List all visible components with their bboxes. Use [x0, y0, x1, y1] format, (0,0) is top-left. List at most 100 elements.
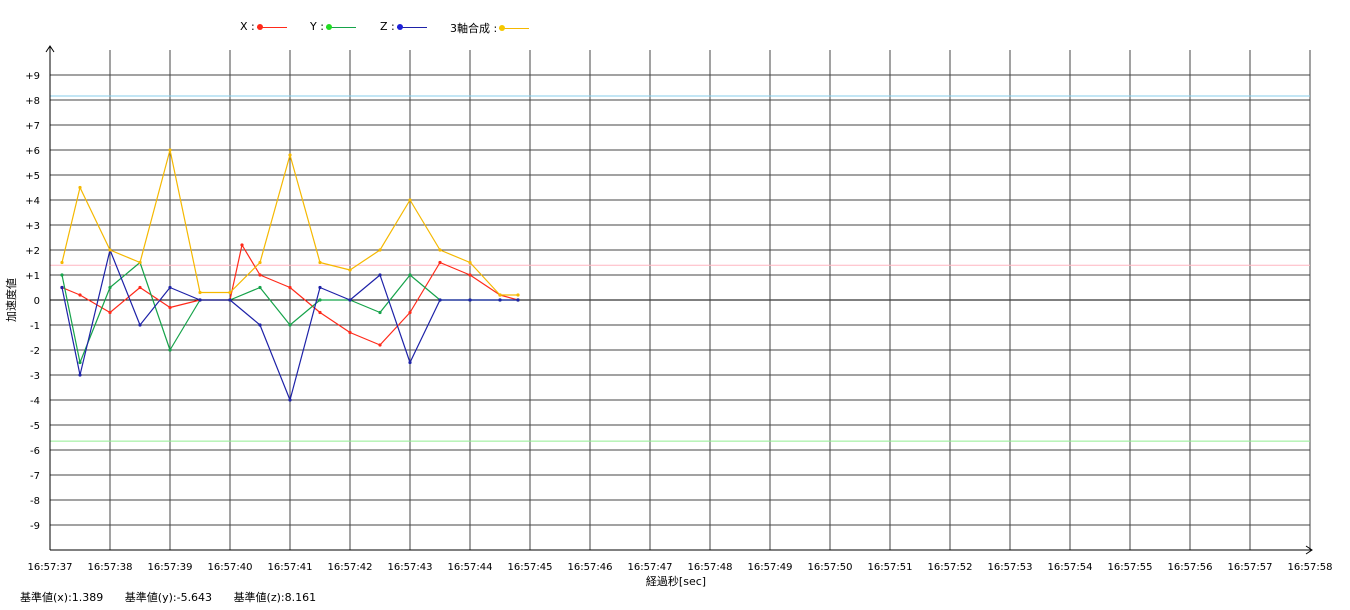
- legend-label-composite: 3軸合成 :: [450, 22, 498, 35]
- series-point-3: [228, 290, 232, 295]
- series-point-2: [228, 298, 232, 302]
- series-point-2: [138, 323, 142, 327]
- x-tick-label: 16:57:57: [1228, 562, 1273, 573]
- series-point-3: [408, 198, 412, 202]
- y-tick-label: +2: [25, 246, 40, 257]
- series-point-2: [168, 285, 172, 290]
- series-point-1: [60, 273, 64, 277]
- series-point-3: [60, 260, 64, 265]
- series-point-1: [258, 285, 262, 290]
- x-tick-label: 16:57:40: [208, 562, 253, 573]
- series-point-0: [168, 305, 172, 310]
- y-tick-label: +4: [25, 196, 40, 207]
- y-tick-label: -6: [30, 446, 40, 457]
- y-tick-label: +1: [25, 271, 40, 282]
- series-point-0: [108, 310, 112, 315]
- x-tick-label: 16:57:41: [268, 562, 313, 573]
- y-tick-label: -3: [30, 371, 40, 382]
- x-tick-label: 16:57:50: [808, 562, 853, 573]
- y-tick-label: +6: [25, 146, 40, 157]
- series-point-1: [378, 310, 382, 315]
- legend-label-y: Y :: [310, 20, 324, 33]
- legend-item-z: Z :: [380, 20, 427, 33]
- axes: [45, 45, 1313, 555]
- series-point-1: [108, 285, 112, 290]
- y-tick-label: -8: [30, 496, 40, 507]
- series-point-3: [168, 148, 172, 152]
- series-point-2: [348, 298, 352, 302]
- x-tick-label: 16:57:54: [1048, 562, 1093, 573]
- reference-lines: [50, 95, 1310, 442]
- series-point-0: [468, 273, 472, 277]
- legend-swatch-y: [325, 21, 356, 33]
- grid-lines: [49, 50, 1311, 550]
- series-point-3: [378, 248, 382, 252]
- series-point-0: [138, 285, 142, 290]
- y-tick-label: +5: [25, 171, 40, 182]
- y-tick-labels: +9 +8 +7 +6 +5 +4 +3 +2 +1 0 -1 -2 -3 -4 -5 -6 -7 -8 -9: [25, 71, 40, 532]
- legend-item-y: Y :: [310, 20, 356, 33]
- x-tick-label: 16:57:46: [568, 562, 613, 573]
- y-tick-label: -9: [30, 521, 40, 532]
- series-point-0: [240, 243, 244, 247]
- series-point-0: [408, 310, 412, 315]
- y-axis-arrow: [45, 45, 55, 53]
- series-point-2: [378, 273, 382, 277]
- legend-item-composite: 3軸合成 :: [450, 20, 530, 36]
- series-point-0: [318, 310, 322, 315]
- legend-item-x: X :: [240, 20, 287, 33]
- y-axis-label: 加速度値: [4, 278, 18, 322]
- series-point-1: [78, 360, 82, 365]
- series-point-3: [108, 248, 112, 252]
- data-series: [60, 148, 520, 402]
- legend-swatch-z: [396, 21, 427, 33]
- x-tick-label: 16:57:48: [688, 562, 733, 573]
- x-tick-label: 16:57:56: [1168, 562, 1213, 573]
- y-tick-label: +8: [25, 96, 40, 107]
- series-point-0: [378, 343, 382, 347]
- series-point-3: [258, 260, 262, 265]
- series-point-1: [288, 323, 292, 327]
- legend: X : Y : Z : 3軸合成 :: [0, 20, 1350, 40]
- x-tick-label: 16:57:45: [508, 562, 553, 573]
- series-point-3: [138, 260, 142, 265]
- baseline-x: 基準値(x):1.389: [20, 591, 104, 604]
- y-tick-label: 0: [34, 296, 40, 307]
- series-point-3: [468, 260, 472, 265]
- series-point-2: [288, 398, 292, 402]
- x-axis-label: 経過秒[sec]: [646, 574, 706, 588]
- baseline-y: 基準値(y):-5.643: [124, 591, 213, 604]
- series-point-2: [408, 360, 412, 365]
- series-point-3: [516, 293, 520, 297]
- series-point-2: [198, 298, 202, 302]
- x-tick-label: 16:57:49: [748, 562, 793, 573]
- series-point-3: [498, 293, 502, 297]
- x-tick-label: 16:57:39: [148, 562, 193, 573]
- series-point-0: [258, 273, 262, 277]
- series-point-2: [438, 298, 442, 302]
- series-point-0: [438, 260, 442, 265]
- series-point-0: [78, 293, 82, 297]
- series-point-3: [288, 153, 292, 157]
- series-point-1: [168, 348, 172, 352]
- series-point-2: [258, 323, 262, 327]
- x-tick-label: 16:57:51: [868, 562, 913, 573]
- x-tick-label: 16:57:52: [928, 562, 973, 573]
- x-tick-label: 16:57:55: [1108, 562, 1153, 573]
- series-point-3: [78, 185, 82, 190]
- x-axis-arrow: [1305, 545, 1313, 555]
- series-point-1: [318, 298, 322, 302]
- baseline-values: 基準値(x):1.389 基準値(y):-5.643 基準値(z):8.161: [20, 589, 334, 605]
- x-tick-labels: 16:57:37 16:57:38 16:57:39 16:57:40 16:57:41…: [28, 562, 1333, 573]
- legend-label-z: Z :: [380, 20, 395, 33]
- series-point-1: [408, 273, 412, 277]
- series-point-3: [348, 268, 352, 272]
- series-point-3: [198, 290, 202, 295]
- series-point-3: [438, 248, 442, 252]
- series-point-2: [468, 298, 472, 302]
- x-tick-label: 16:57:42: [328, 562, 373, 573]
- legend-label-x: X :: [240, 20, 255, 33]
- series-line-0: [61, 244, 519, 346]
- x-tick-label: 16:57:53: [988, 562, 1033, 573]
